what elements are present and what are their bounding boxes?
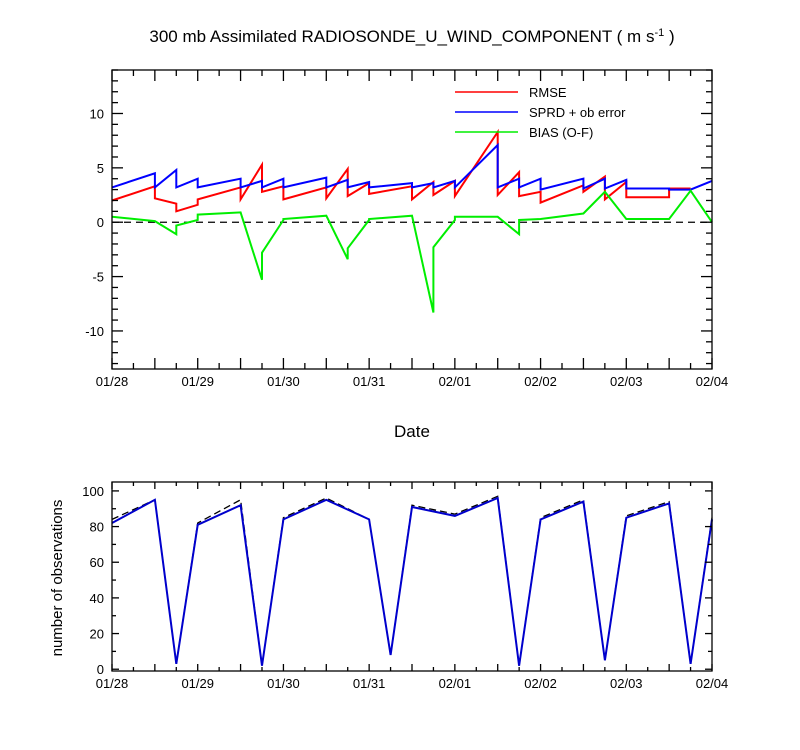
legend-label-bias-o-f: BIAS (O-F) (529, 125, 593, 140)
x-tick-label: 01/30 (267, 676, 300, 691)
y-tick-label: 0 (97, 215, 104, 230)
x-tick-label: 02/03 (610, 676, 643, 691)
y-tick-label: 60 (90, 555, 104, 570)
series-line-bias-o-f (111, 188, 713, 313)
x-tick-label: 02/04 (696, 374, 729, 389)
x-tick-label: 02/02 (524, 374, 557, 389)
y-axis-label: number of observations (49, 500, 66, 657)
legend-label-rmse: RMSE (529, 85, 567, 100)
x-tick-label: 02/01 (439, 676, 472, 691)
y-tick-label: 0 (97, 662, 104, 677)
x-tick-label: 01/31 (353, 676, 386, 691)
y-tick-label: 40 (90, 591, 104, 606)
y-tick-label: -10 (85, 324, 104, 339)
y-tick-label: 10 (90, 106, 104, 121)
y-tick-label: 5 (97, 161, 104, 176)
x-tick-label: 02/03 (610, 374, 643, 389)
series-line-sprd-ob-error (111, 142, 713, 191)
y-tick-label: 100 (82, 484, 104, 499)
chart-legend: RMSE SPRD + ob error BIAS (O-F) (455, 85, 626, 140)
y-tick-label: 20 (90, 627, 104, 642)
x-tick-label: 02/01 (439, 374, 472, 389)
x-tick-label: 02/04 (696, 676, 729, 691)
series-line-rmse (111, 128, 691, 213)
y-tick-label: 80 (90, 520, 104, 535)
title-unit-exponent: -1 (654, 27, 664, 39)
bottom-chart-panel: 01/28 01/29 01/30 01/31 02/01 02/02 02/03 02/04… (49, 481, 729, 691)
x-tick-label: 01/28 (96, 374, 129, 389)
x-tick-label: 01/30 (267, 374, 300, 389)
chart-title: 300 mb Assimilated RADIOSONDE_U_WIND_COM… (149, 27, 674, 46)
x-tick-label: 02/02 (524, 676, 557, 691)
y-tick-label: -5 (92, 270, 104, 285)
series-line-possible-obs (111, 495, 713, 666)
top-chart-panel: 300 mb Assimilated RADIOSONDE_U_WIND_COM… (85, 27, 728, 441)
legend-label-sprd-ob-error: SPRD + ob error (529, 105, 626, 120)
x-tick-label: 01/29 (181, 676, 214, 691)
x-tick-label: 01/31 (353, 374, 386, 389)
x-axis-label: Date (394, 422, 430, 441)
x-tick-label: 01/28 (96, 676, 129, 691)
series-line-assimilated-obs (111, 496, 713, 666)
x-tick-label: 01/29 (181, 374, 214, 389)
